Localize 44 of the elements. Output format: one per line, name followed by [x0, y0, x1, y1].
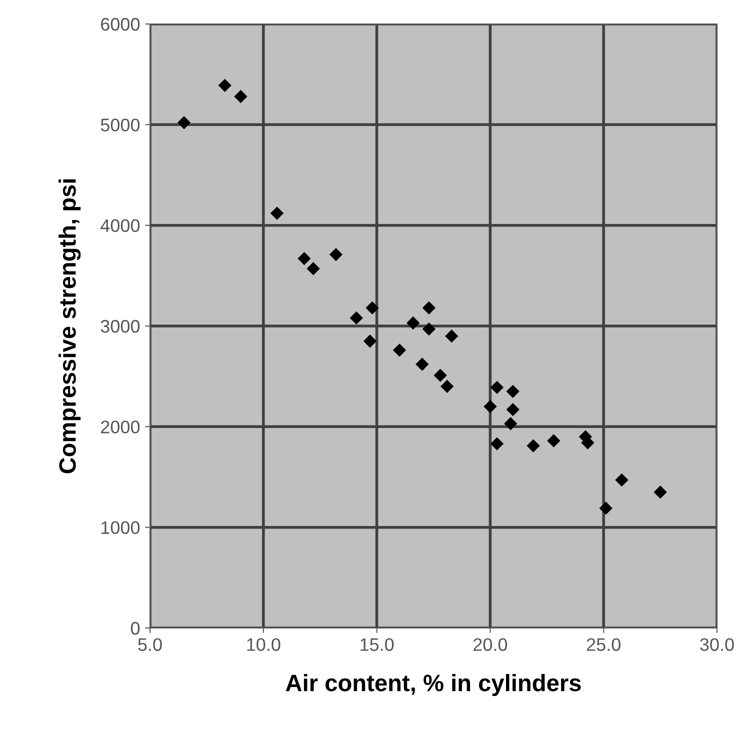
- point: [306, 262, 320, 276]
- point: [490, 380, 504, 394]
- point: [329, 248, 343, 262]
- point: [416, 358, 429, 371]
- x-tick-label: 15.0: [360, 638, 394, 651]
- x-axis-title: Air content, % in cylinders: [286, 674, 581, 696]
- x-tick-label: 30.0: [700, 638, 734, 651]
- y-tick-label: 6000: [101, 18, 140, 31]
- point: [422, 301, 436, 314]
- y-tick-label: 1000: [101, 521, 140, 534]
- x-tick-label: 10.0: [247, 638, 280, 651]
- y-tick-label: 0: [130, 622, 140, 635]
- point: [547, 434, 560, 448]
- point: [440, 380, 454, 393]
- point: [270, 206, 284, 220]
- point: [177, 116, 191, 130]
- point: [654, 486, 667, 499]
- point: [406, 316, 420, 330]
- point: [506, 402, 520, 416]
- y-tick-label: 2000: [101, 420, 140, 434]
- point: [506, 384, 520, 398]
- y-axis-title: Compressive strength, psi: [58, 179, 81, 474]
- point: [615, 473, 628, 487]
- y-tick-label: 5000: [100, 118, 140, 132]
- point: [445, 329, 458, 343]
- point: [298, 252, 311, 266]
- point: [599, 502, 612, 515]
- point: [366, 301, 379, 314]
- point: [234, 90, 248, 104]
- x-tick-label: 20.0: [474, 638, 508, 651]
- x-tick-label: 5.0: [138, 638, 162, 651]
- point: [392, 344, 406, 357]
- point: [434, 368, 447, 382]
- x-tick-label: 25.0: [586, 638, 620, 651]
- point: [218, 78, 232, 92]
- point: [363, 334, 377, 348]
- point: [526, 439, 540, 452]
- point: [350, 311, 363, 325]
- y-tick-label: 3000: [100, 320, 140, 333]
- point: [484, 400, 497, 414]
- point: [490, 437, 504, 450]
- y-tick-label: 4000: [100, 219, 140, 232]
- point: [504, 417, 518, 430]
- point: [422, 322, 436, 336]
